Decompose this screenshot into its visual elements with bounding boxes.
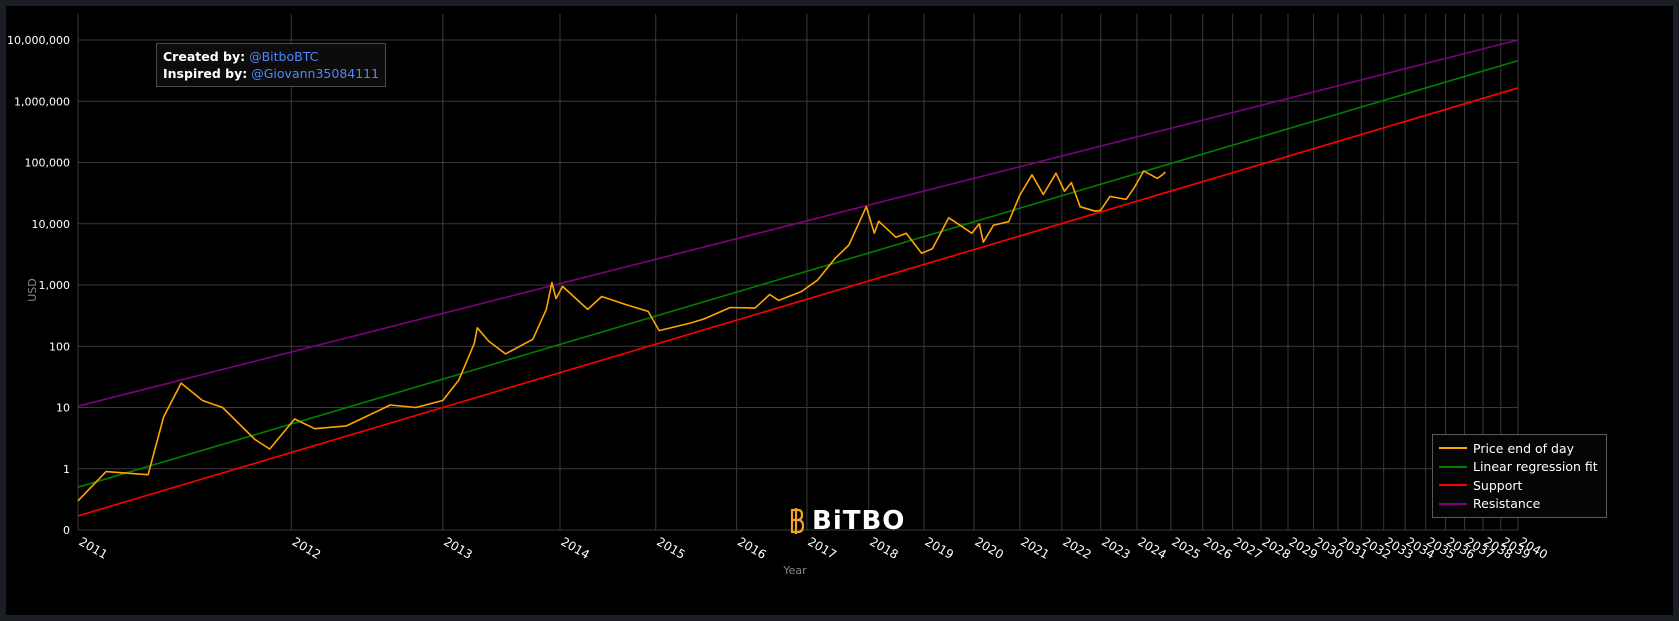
x-axis-title: Year [782, 564, 807, 577]
x-tick-label: 2022 [1060, 534, 1093, 561]
inspired-by-handle[interactable]: @Giovann35084111 [251, 66, 380, 81]
price-chart: 0 1 10 100 1,000 10,000 100,000 1,000,000 10,000… [7, 14, 1550, 577]
legend-item[interactable]: Resistance [1439, 495, 1598, 514]
price-line [77, 170, 1166, 502]
x-tick-label: 2018 [867, 534, 900, 561]
series-line-resistance [77, 39, 1519, 407]
legend-swatch [1439, 465, 1467, 468]
bitbo-b-icon [790, 508, 804, 534]
legend-label: Resistance [1473, 496, 1541, 512]
inspired-by-label: Inspired by: [163, 66, 248, 81]
series-line-support [77, 87, 1519, 517]
legend-label: Linear regression fit [1473, 459, 1598, 475]
legend-item[interactable]: Linear regression fit [1439, 458, 1598, 477]
bitbo-logo-text: BiTBO [812, 506, 906, 536]
legend-items: Price end of day Linear regression fit Sup… [1439, 439, 1598, 513]
x-tick-label: 2015 [654, 534, 687, 561]
x-tick-label: 2013 [441, 534, 474, 561]
y-tick-label: 100,000 [25, 157, 71, 170]
legend-item[interactable]: Price end of day [1439, 439, 1598, 458]
x-tick-label: 2023 [1099, 534, 1132, 561]
x-tick-labels: 2011 2012 2013 2014 2015 2016 2017 2018 2019 2020… [77, 534, 1550, 561]
created-by-handle[interactable]: @BitboBTC [249, 49, 319, 64]
legend-item[interactable]: Support [1439, 476, 1598, 495]
y-tick-label: 10 [56, 402, 70, 415]
y-tick-label: 1,000,000 [14, 95, 70, 108]
grid-lines [77, 14, 1519, 531]
y-axis-title: USD [26, 278, 39, 302]
legend-swatch [1439, 447, 1467, 450]
x-tick-label: 2014 [558, 534, 591, 561]
x-tick-label: 2017 [805, 534, 838, 561]
inspired-by-line: Inspired by: @Giovann35084111 [163, 65, 379, 82]
created-by-line: Created by: @BitboBTC [163, 48, 379, 65]
y-tick-label: 100 [49, 340, 70, 353]
chart-frame: 0 1 10 100 1,000 10,000 100,000 1,000,000 10,000… [6, 6, 1673, 615]
x-tick-label: 2016 [735, 534, 768, 561]
x-tick-label: 2011 [77, 534, 110, 561]
x-tick-label: 2020 [973, 534, 1006, 561]
x-tick-label: 2026 [1201, 534, 1234, 561]
x-tick-label: 2024 [1135, 534, 1168, 561]
bitbo-logo: BiTBO [788, 506, 905, 536]
x-tick-label: 2012 [290, 534, 323, 561]
x-tick-label: 2028 [1260, 534, 1293, 561]
legend-label: Price end of day [1473, 440, 1575, 456]
y-tick-labels: 0 1 10 100 1,000 10,000 100,000 1,000,000 10,000… [7, 34, 70, 537]
legend: Price end of day Linear regression fit Sup… [1432, 434, 1607, 518]
x-tick-label: 2027 [1231, 534, 1264, 561]
y-tick-label: 10,000,000 [7, 34, 70, 47]
series-lines [77, 39, 1519, 517]
created-by-label: Created by: [163, 49, 246, 64]
legend-label: Support [1473, 477, 1523, 493]
y-tick-label: 0 [63, 524, 70, 537]
legend-swatch [1439, 502, 1467, 505]
credit-box: Created by: @BitboBTC Inspired by: @Giov… [156, 43, 387, 87]
legend-swatch [1439, 484, 1467, 487]
y-tick-label: 1 [63, 463, 70, 476]
y-tick-label: 10,000 [32, 218, 71, 231]
y-tick-label: 1,000 [39, 279, 71, 292]
series-line-linear-regression-fit [77, 59, 1519, 488]
x-tick-label: 2021 [1018, 534, 1051, 561]
x-tick-label: 2025 [1169, 534, 1202, 561]
x-tick-label: 2019 [923, 534, 956, 561]
